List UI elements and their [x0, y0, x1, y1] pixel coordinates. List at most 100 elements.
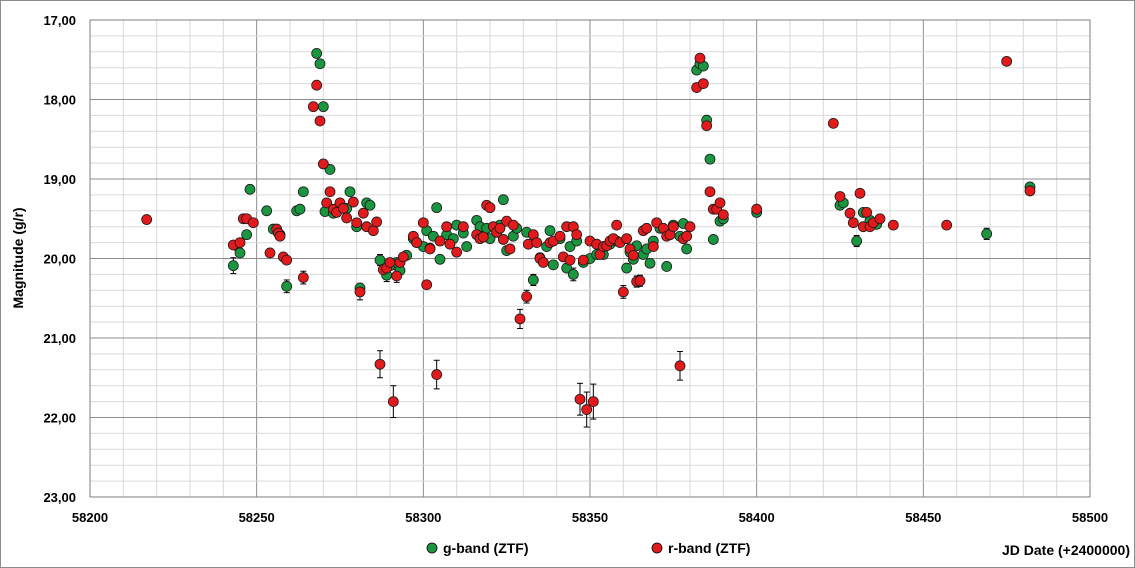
point-r-band	[827, 117, 839, 129]
point-r-band	[387, 396, 399, 408]
point-g-band	[294, 203, 306, 215]
point-g-band	[311, 47, 323, 59]
legend: g-band (ZTF) r-band (ZTF)	[426, 540, 750, 556]
point-g-band	[314, 58, 326, 70]
x-tick-label: 58400	[739, 510, 775, 525]
point-r-band	[337, 203, 349, 214]
point-r-band	[507, 219, 519, 231]
point-r-band	[611, 219, 623, 231]
y-tick-label: 21,00	[43, 331, 76, 346]
point-g-band	[681, 243, 693, 255]
point-r-band	[697, 78, 709, 89]
point-r-band	[834, 191, 846, 202]
point-r-band	[141, 214, 153, 225]
point-r-band	[264, 247, 276, 259]
point-r-band	[751, 203, 763, 215]
point-r-band	[941, 219, 953, 231]
point-r-band	[421, 279, 433, 291]
point-r-band	[457, 221, 469, 233]
point-r-band	[417, 217, 429, 229]
point-r-band	[674, 360, 686, 372]
point-r-band	[874, 213, 886, 225]
point-r-band	[371, 216, 383, 228]
point-r-band	[684, 221, 696, 233]
point-r-band	[504, 243, 516, 255]
point-g-band	[234, 247, 246, 259]
point-r-band	[297, 272, 309, 283]
point-r-band	[701, 120, 713, 132]
point-g-band	[704, 153, 716, 165]
point-r-band	[397, 251, 409, 263]
point-r-band	[347, 196, 359, 208]
y-tick-label: 20,00	[43, 252, 76, 267]
point-g-band	[241, 229, 253, 241]
point-r-band	[847, 217, 859, 229]
legend-marker-g	[426, 542, 438, 554]
point-g-band	[364, 199, 376, 211]
point-g-band	[851, 235, 863, 247]
point-g-band	[621, 262, 633, 274]
point-g-band	[707, 234, 719, 245]
point-g-band	[434, 253, 446, 265]
point-g-band	[431, 202, 443, 214]
point-r-band	[317, 158, 329, 170]
point-g-band	[344, 186, 356, 198]
point-r-band	[444, 238, 456, 250]
point-g-band	[497, 194, 509, 206]
y-axis-title: Magnitude (g/r)	[10, 207, 26, 308]
point-g-band	[544, 225, 556, 237]
point-r-band	[617, 286, 629, 298]
y-tick-label: 22,00	[43, 411, 76, 426]
point-g-band	[297, 186, 309, 198]
point-r-band	[514, 313, 526, 325]
point-g-band	[281, 280, 293, 292]
point-r-band	[391, 270, 403, 282]
x-tick-label: 58300	[405, 510, 441, 525]
point-g-band	[461, 241, 473, 252]
point-r-band	[704, 186, 716, 198]
point-r-band	[647, 241, 659, 252]
point-r-band	[537, 257, 549, 268]
point-r-band	[581, 404, 593, 415]
y-tick-label: 23,00	[43, 490, 76, 505]
point-g-band	[261, 205, 273, 217]
point-r-band	[424, 243, 436, 255]
point-r-band	[1024, 185, 1036, 197]
point-r-band	[494, 222, 506, 234]
series-r-band	[141, 52, 1036, 415]
legend-marker-r	[651, 542, 663, 554]
point-r-band	[577, 254, 589, 266]
point-r-band	[314, 115, 326, 127]
point-r-band	[434, 235, 446, 247]
x-tick-label: 58450	[905, 510, 941, 525]
legend-label-r: r-band (ZTF)	[668, 540, 750, 556]
point-r-band	[441, 221, 453, 233]
point-r-band	[531, 237, 543, 249]
point-r-band	[587, 396, 599, 408]
point-r-band	[274, 230, 286, 242]
point-r-band	[324, 186, 336, 198]
y-tick-label: 17,00	[43, 13, 76, 28]
point-r-band	[681, 230, 693, 242]
point-r-band	[354, 286, 366, 298]
point-r-band	[564, 254, 576, 266]
point-r-band	[621, 233, 633, 245]
point-r-band	[484, 202, 496, 214]
legend-label-g: g-band (ZTF)	[443, 540, 529, 556]
point-r-band	[281, 254, 293, 266]
x-tick-label: 58200	[72, 510, 108, 525]
point-r-band	[714, 197, 726, 209]
point-r-band	[384, 257, 396, 268]
point-r-band	[627, 249, 639, 261]
y-tick-label: 19,00	[43, 172, 76, 187]
point-r-band	[307, 101, 319, 113]
point-g-band	[527, 274, 539, 286]
point-r-band	[844, 207, 856, 219]
point-g-band	[317, 101, 329, 113]
point-r-band	[854, 187, 866, 199]
y-tick-label: 18,00	[43, 93, 76, 108]
point-r-band	[357, 207, 369, 219]
x-axis-title: JD Date (+2400000)	[1002, 542, 1130, 558]
point-r-band	[717, 209, 729, 221]
